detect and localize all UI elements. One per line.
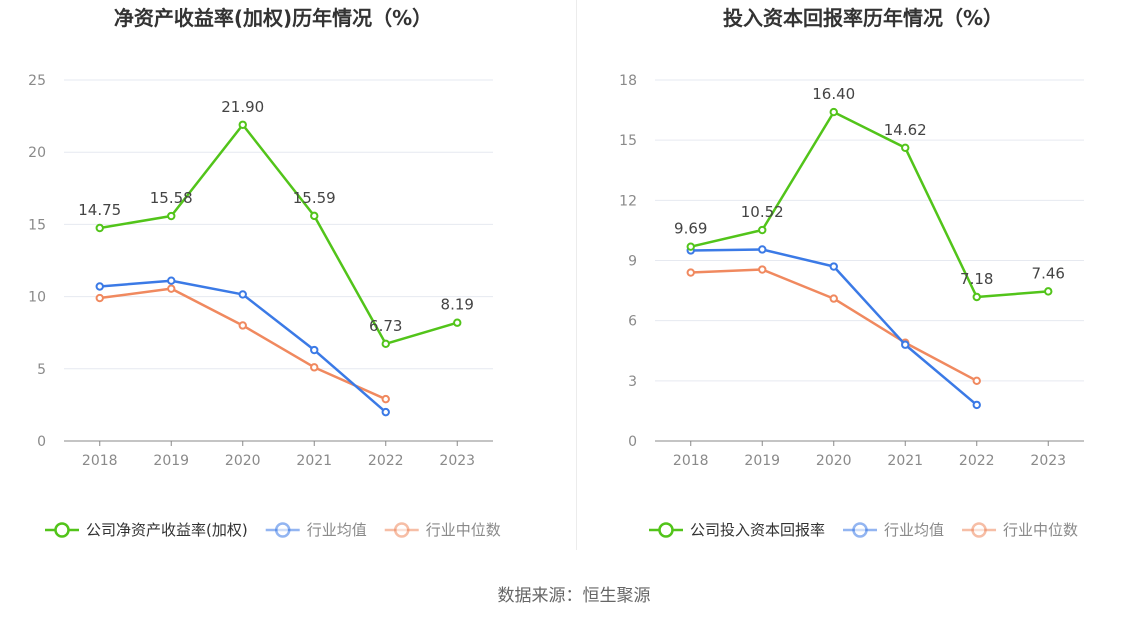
x-tick-label: 2018	[673, 453, 709, 469]
data-label: 14.75	[78, 201, 121, 219]
company-point	[901, 143, 910, 152]
legend-item-company: 公司净资产收益率(加权)	[45, 521, 248, 539]
x-tick-label: 2020	[816, 453, 852, 469]
industry-median-point	[686, 268, 695, 277]
legend-item-industry-median: 行业中位数	[384, 521, 501, 539]
company-point	[758, 225, 767, 235]
industry-average-line	[690, 248, 978, 406]
x-tick-label: 2019	[744, 453, 780, 469]
data-label: 16.40	[812, 85, 855, 103]
company-point	[238, 120, 247, 129]
company-point	[95, 223, 104, 233]
y-tick-label: 15	[28, 217, 46, 233]
industry-average-point	[758, 245, 767, 254]
legend-label: 公司投入资本回报率	[690, 521, 825, 539]
data-label: 14.62	[884, 121, 927, 139]
company-point	[1044, 287, 1053, 296]
y-tick-label: 6	[628, 314, 637, 330]
y-tick-label: 0	[37, 434, 46, 450]
x-tick-label: 2018	[82, 453, 118, 469]
legend-marker-icon	[658, 522, 674, 538]
company-point	[686, 242, 695, 251]
x-tick-label: 2019	[153, 453, 189, 469]
chart-title: 投入资本回报率历年情况（%）	[723, 6, 1003, 30]
y-tick-label: 25	[28, 73, 46, 89]
chart-divider	[576, 0, 577, 550]
industry-average-point	[829, 262, 838, 271]
roe-chart: 净资产收益率(加权)历年情况（%） 0 5 10 15 20 25 2018 2019 2020 2…	[28, 6, 501, 539]
industry-average-line	[99, 279, 387, 414]
x-tick-label: 2022	[368, 453, 404, 469]
x-tick-label: 2022	[959, 453, 995, 469]
legend-label: 行业中位数	[426, 521, 501, 539]
y-tick-label: 3	[628, 374, 637, 390]
company-point	[310, 211, 319, 221]
industry-average-point	[238, 290, 247, 299]
legend-item-industry-average: 行业均值	[265, 521, 367, 539]
data-label: 15.59	[293, 189, 336, 207]
data-source-label: 数据来源：恒生聚源	[497, 586, 651, 606]
legend-label: 行业均值	[307, 521, 367, 539]
data-label: 7.18	[960, 270, 993, 288]
company-point	[381, 339, 390, 349]
industry-median-line	[690, 268, 978, 382]
legend-marker-icon	[54, 522, 70, 538]
industry-median-point	[972, 376, 981, 386]
x-tick-label: 2021	[887, 453, 923, 469]
y-tick-label: 5	[37, 362, 46, 378]
x-tick-label: 2020	[225, 453, 261, 469]
data-label: 6.73	[369, 317, 402, 335]
x-tick-label: 2021	[296, 453, 332, 469]
legend-item-company: 公司投入资本回报率	[649, 521, 825, 539]
x-tick-label: 2023	[1030, 453, 1066, 469]
roic-chart: 投入资本回报率历年情况（%） 0 3 6 9 12 15 18 2018 2019 2020 2021…	[619, 6, 1084, 539]
industry-average-point	[381, 407, 390, 417]
industry-average-point	[310, 345, 319, 355]
company-point	[453, 318, 462, 327]
y-tick-label: 0	[628, 434, 637, 450]
industry-average-point	[95, 282, 104, 291]
legend-label: 行业中位数	[1003, 521, 1078, 539]
company-line	[99, 123, 458, 346]
company-point	[829, 107, 838, 117]
x-tick-label: 2023	[439, 453, 475, 469]
legend-marker-icon	[971, 522, 987, 538]
legend-item-industry-median: 行业中位数	[962, 521, 1078, 539]
company-point	[167, 211, 176, 221]
y-tick-label: 10	[28, 290, 46, 306]
data-label: 7.46	[1032, 264, 1065, 282]
industry-median-point	[310, 363, 319, 372]
legend-marker-icon	[393, 522, 410, 538]
y-tick-label: 9	[628, 254, 637, 270]
industry-median-point	[95, 293, 104, 303]
y-tick-label: 18	[619, 73, 637, 89]
legend-label: 行业均值	[884, 521, 944, 539]
chart-title: 净资产收益率(加权)历年情况（%）	[114, 6, 432, 30]
data-label: 21.90	[221, 98, 264, 116]
data-label: 10.52	[741, 203, 784, 221]
legend-marker-icon	[852, 522, 868, 538]
legend-label: 公司净资产收益率(加权)	[86, 521, 248, 539]
y-tick-label: 20	[28, 145, 46, 161]
data-label: 9.69	[674, 220, 707, 238]
data-label: 8.19	[441, 296, 474, 314]
legend-item-industry-average: 行业均值	[843, 521, 944, 539]
y-tick-label: 12	[619, 193, 637, 209]
company-point	[972, 292, 981, 302]
y-tick-label: 15	[619, 133, 637, 149]
industry-median-point	[758, 265, 767, 274]
industry-median-line	[99, 287, 387, 401]
industry-median-point	[829, 294, 838, 303]
industry-median-point	[238, 321, 247, 330]
company-line	[690, 110, 1049, 299]
industry-average-point	[901, 340, 910, 349]
industry-average-point	[167, 276, 176, 285]
industry-median-point	[167, 284, 176, 293]
industry-median-point	[381, 394, 390, 404]
data-label: 15.58	[150, 189, 193, 207]
industry-average-point	[972, 400, 981, 410]
legend-marker-icon	[274, 522, 291, 538]
